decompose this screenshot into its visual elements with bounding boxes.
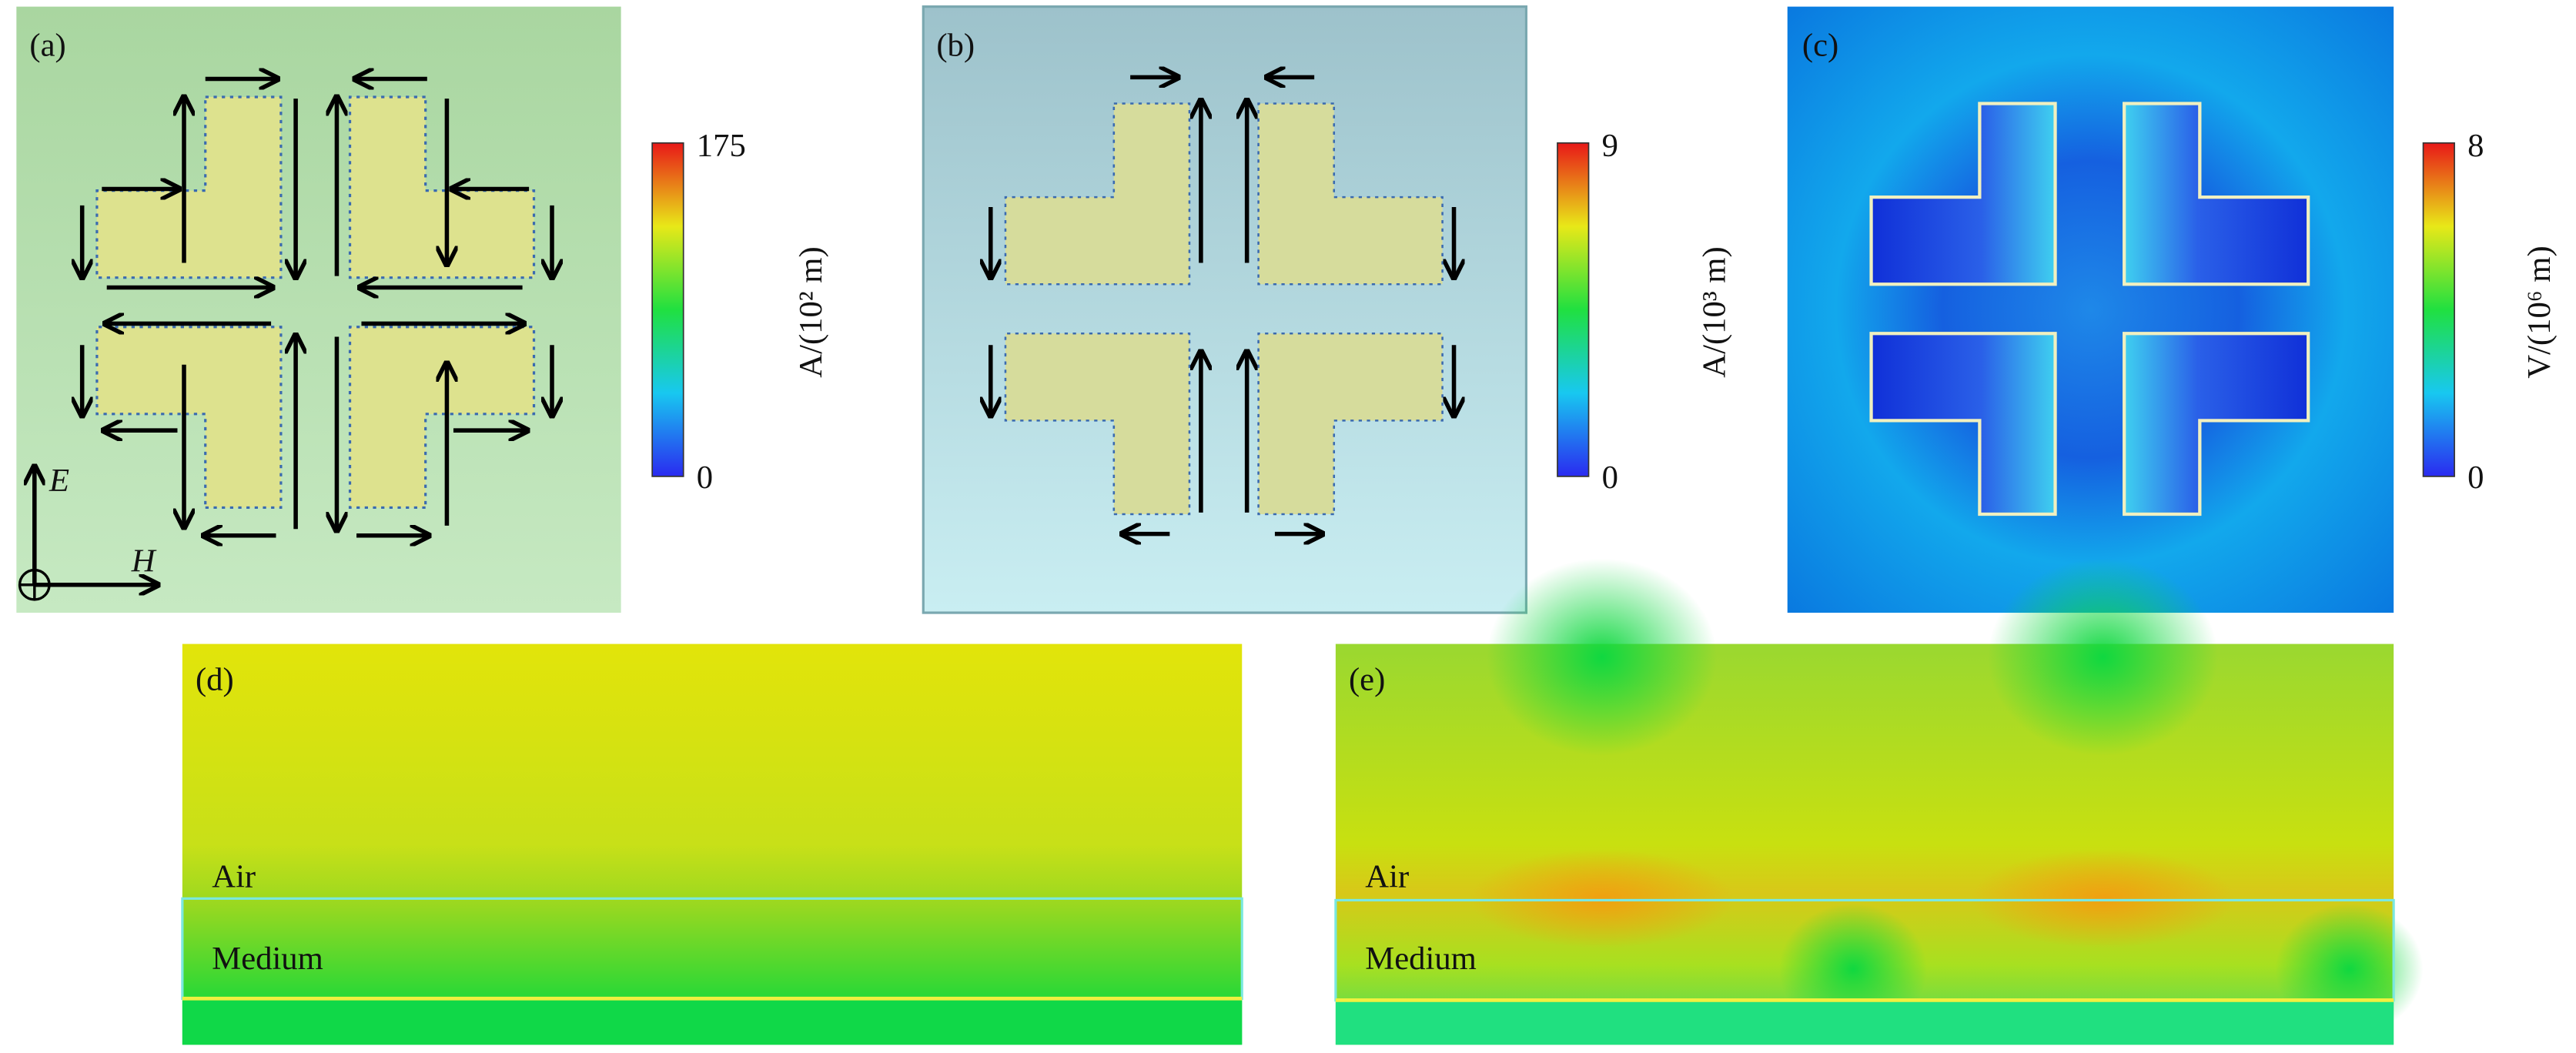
- field-background: [1787, 6, 2394, 613]
- current-arrows: [991, 77, 1454, 533]
- colorbar-max: 9: [1602, 128, 1618, 164]
- layer-label: Medium: [1365, 941, 1477, 977]
- panel-b: (b) 9 0 A/(10³ m): [922, 5, 1733, 614]
- field-background: [16, 6, 621, 613]
- colorbar-min: 0: [1602, 460, 1618, 496]
- axis-label: H: [131, 543, 157, 580]
- panel-c: (c) 8 0 V/(10⁶ m): [1787, 6, 2558, 613]
- colorbar-max: 8: [2467, 128, 2484, 164]
- panel-label: (c): [1802, 28, 1838, 64]
- colorbar-title: A/(10² m): [793, 246, 829, 377]
- panel-e: (e) Air Medium: [1334, 558, 2424, 1045]
- layer-label: Air: [212, 858, 256, 894]
- panel-label: (e): [1349, 661, 1385, 697]
- axis-label: E: [49, 463, 69, 499]
- colorbar-min: 0: [2467, 460, 2484, 496]
- panel-label: (d): [196, 661, 234, 697]
- colorbar-max: 175: [697, 128, 746, 164]
- substrate: [1335, 1001, 2394, 1045]
- panel-d: (d) Air Medium: [181, 644, 1243, 1045]
- substrate: [182, 1000, 1243, 1045]
- colorbar-title: A/(10³ m): [1697, 246, 1733, 377]
- colorbar: [2422, 142, 2455, 477]
- layer-label: Medium: [212, 941, 323, 977]
- panel-label: (a): [29, 28, 65, 64]
- current-arrows: [82, 79, 552, 536]
- panel-a: E H (a) 175 0 A/(10² m): [16, 6, 829, 613]
- field-background: [182, 644, 1243, 1045]
- field-background: [922, 5, 1528, 614]
- colorbar: [651, 142, 684, 477]
- colorbar-title: V/(10⁶ m): [2521, 246, 2558, 378]
- colorbar-min: 0: [697, 460, 713, 496]
- axis-indicator: E H: [18, 463, 157, 601]
- panel-label: (b): [936, 28, 975, 64]
- colorbar: [1557, 142, 1590, 477]
- layer-label: Air: [1365, 858, 1409, 894]
